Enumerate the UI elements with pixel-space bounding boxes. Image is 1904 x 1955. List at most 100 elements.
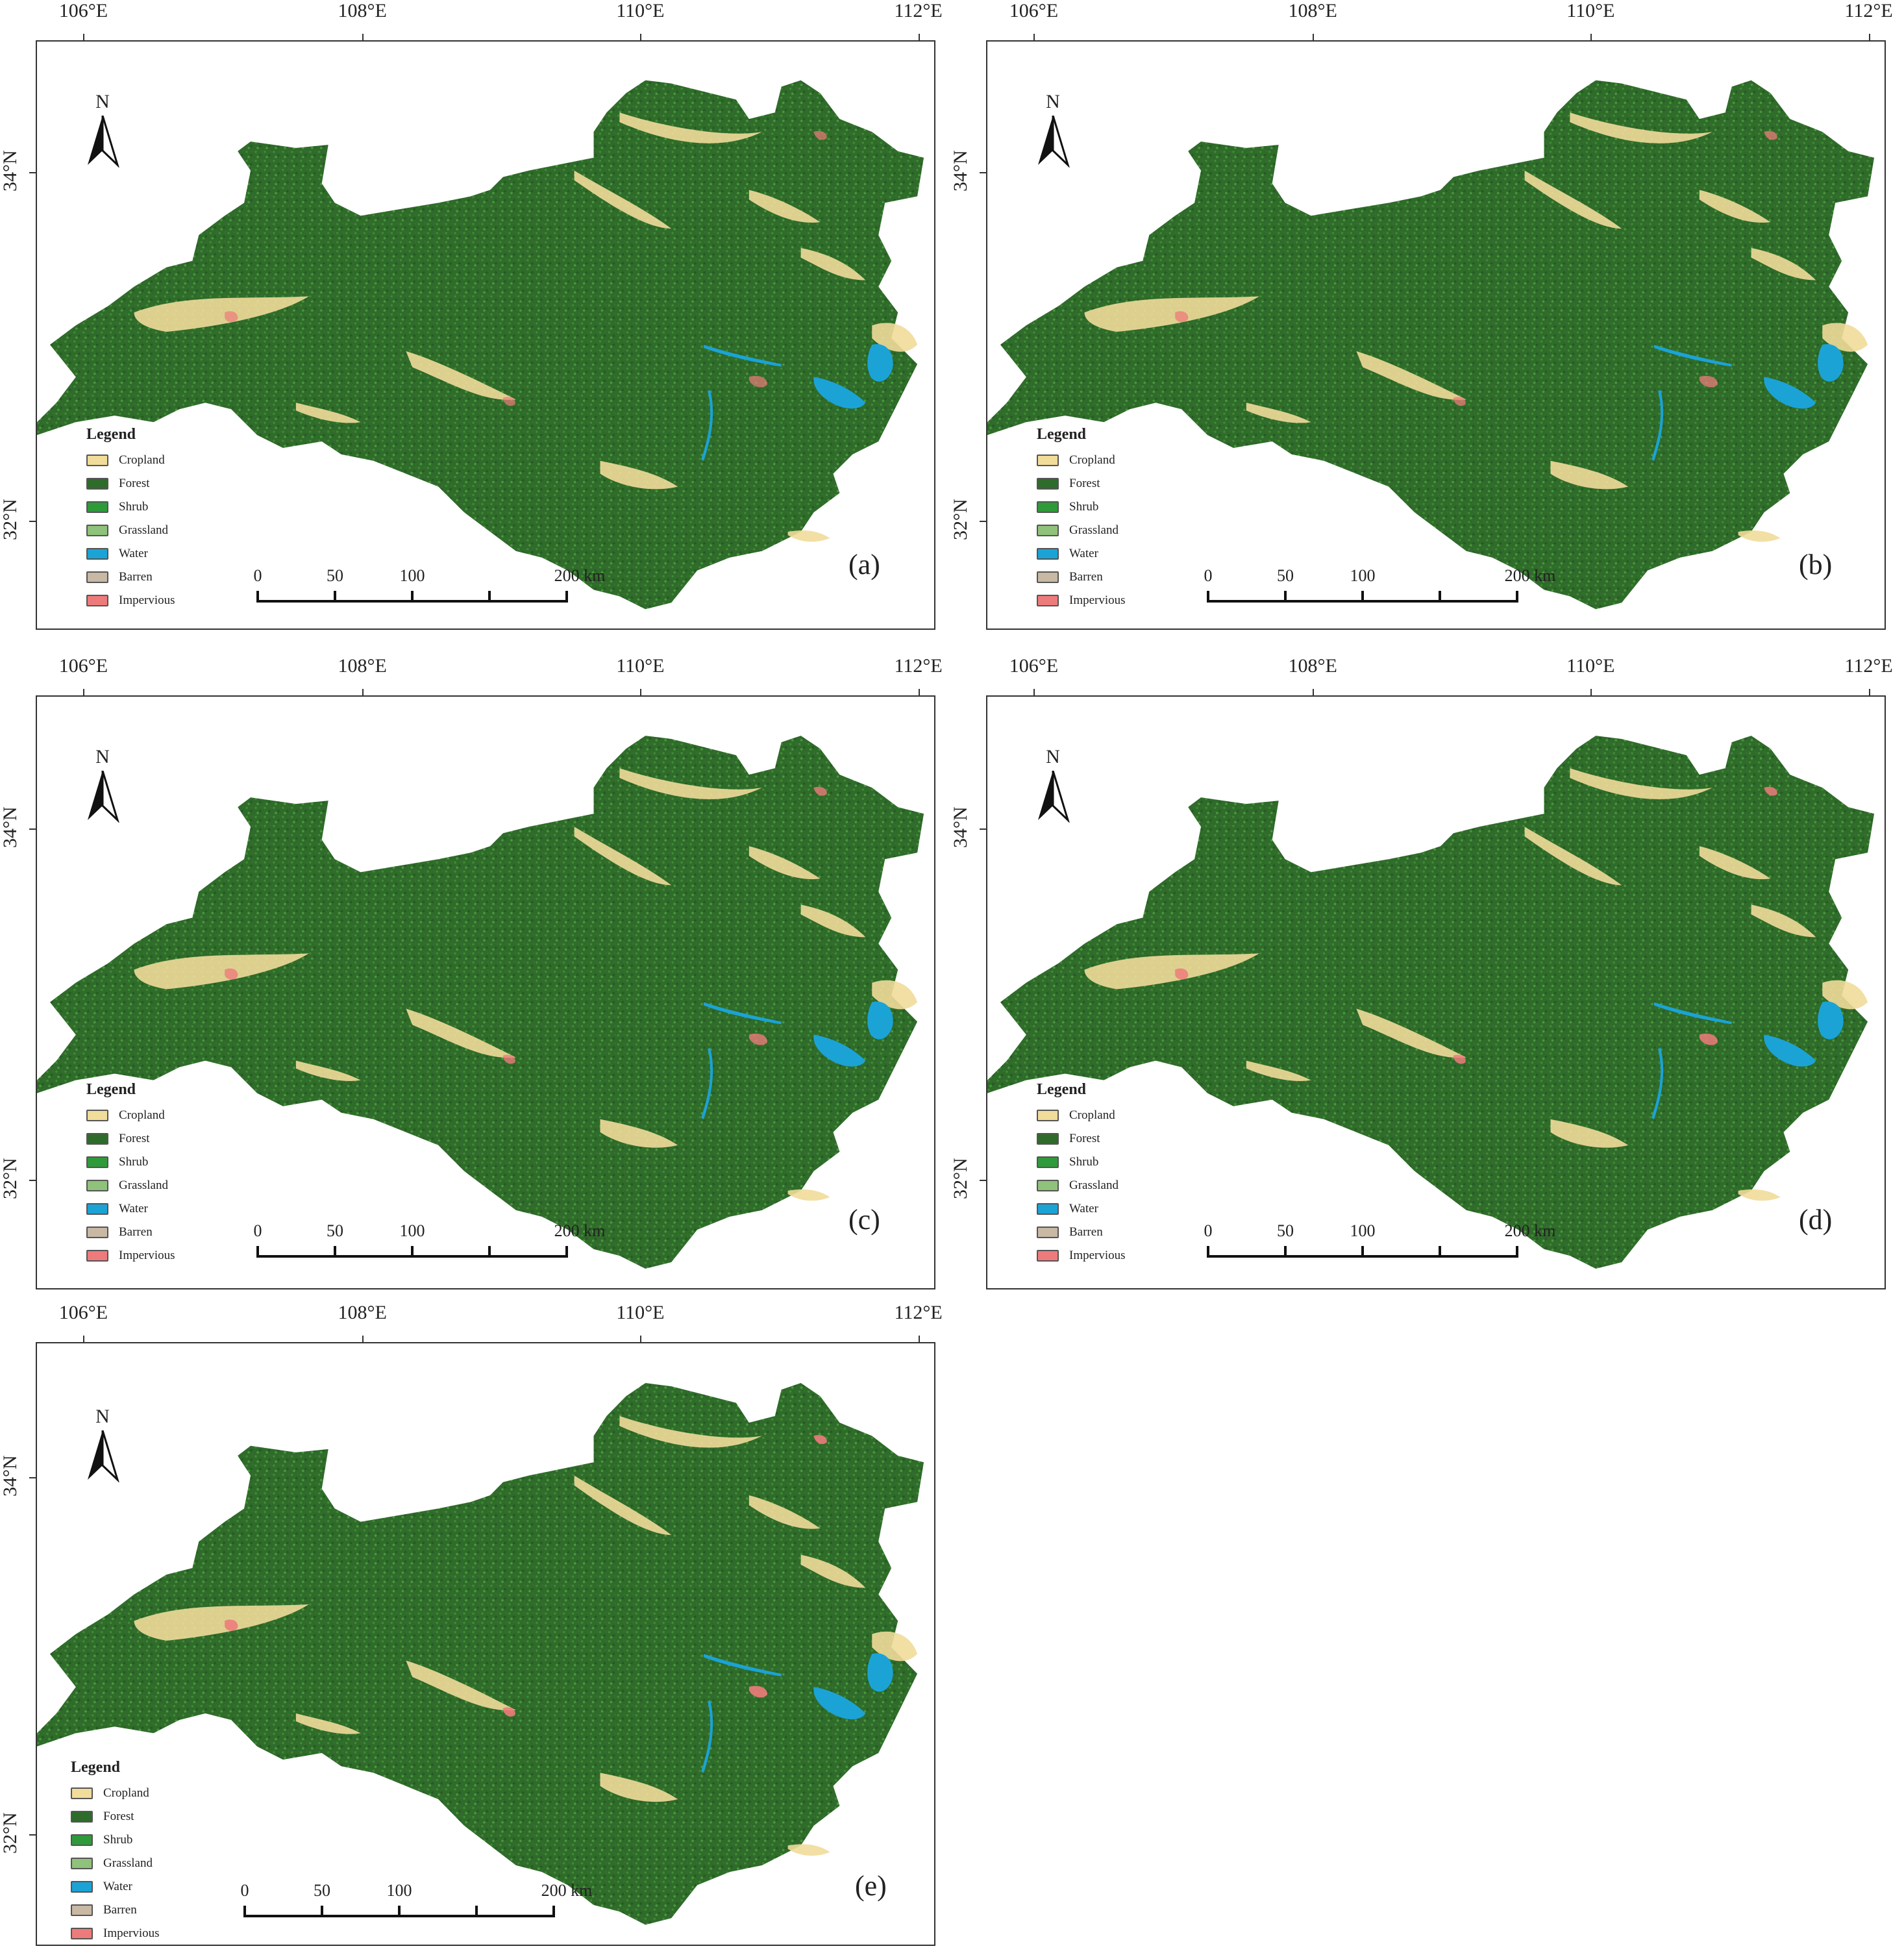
latitude-tick-mark: [29, 521, 36, 523]
map-frame: N Legend Cropland Forest Shrub Grassland Water…: [986, 40, 1886, 630]
scale-bar-label: 50: [1277, 566, 1294, 585]
water-body: [1764, 1034, 1816, 1067]
legend-label: Shrub: [119, 1155, 149, 1169]
water-body: [701, 390, 713, 461]
longitude-tick-mark: [1868, 689, 1870, 695]
longitude-tick-label: 106°E: [58, 1302, 108, 1323]
legend-label: Impervious: [119, 593, 175, 607]
longitude-tick-label: 110°E: [1566, 655, 1615, 677]
legend-swatch: [1037, 548, 1059, 560]
cropland-patch: [872, 1631, 918, 1662]
cropland-patch: [1570, 768, 1712, 799]
legend-item: Forest: [86, 472, 175, 495]
legend-item: Cropland: [1037, 1104, 1126, 1127]
panel-label: (d): [1799, 1204, 1833, 1236]
legend-label: Water: [119, 1202, 148, 1215]
water-body: [813, 1687, 866, 1720]
scale-bar-label: 100: [399, 1221, 425, 1240]
cropland-patch: [1084, 953, 1259, 990]
north-label: N: [95, 1406, 110, 1427]
impervious-patch: [748, 1033, 767, 1045]
map-panel-c: 106°E 108°E 110°E 112°E 34°N 32°N N Legend Cropl…: [0, 655, 943, 1289]
legend-swatch: [1037, 1110, 1059, 1121]
impervious-patch: [502, 397, 515, 406]
study-region: [987, 80, 1875, 610]
scale-bar-tick: [1207, 591, 1209, 603]
latitude-tick-mark: [29, 1179, 36, 1181]
panel-label: (b): [1799, 549, 1833, 580]
cropland-patch: [800, 247, 866, 280]
cropland-patch: [295, 403, 361, 423]
legend-label: Grassland: [103, 1856, 153, 1870]
legend-item: Barren: [86, 1221, 175, 1244]
legend-label: Impervious: [103, 1926, 160, 1940]
legend-item: Shrub: [86, 1151, 175, 1174]
legend-item: Barren: [71, 1899, 160, 1922]
cropland-patch: [295, 1713, 361, 1734]
legend-label: Impervious: [119, 1249, 175, 1262]
legend-title: Legend: [86, 1081, 136, 1098]
scale-bar-line: [245, 1915, 554, 1917]
cropland-patch: [800, 1554, 866, 1588]
water-body: [1818, 1001, 1844, 1040]
cropland-patch: [787, 1189, 830, 1201]
impervious-patch: [502, 1707, 515, 1717]
legend-item: Shrub: [86, 495, 175, 519]
legend-item: Shrub: [1037, 1151, 1126, 1174]
scale-bar-tick: [398, 1906, 401, 1917]
latitude-tick-mark: [980, 172, 986, 174]
scale-bar-line: [258, 1255, 567, 1258]
longitude-tick-mark: [362, 1336, 364, 1342]
cropland-patch: [1822, 323, 1868, 352]
legend-swatch: [71, 1928, 93, 1939]
legend-swatch: [86, 525, 108, 536]
legend-swatch: [86, 1180, 108, 1191]
cropland-patch: [619, 112, 762, 143]
cropland-patch: [1699, 846, 1771, 880]
legend-swatch: [86, 1203, 108, 1215]
longitude-tick-mark: [1033, 34, 1035, 40]
scale-bar: 0 50 100 200 km: [1204, 566, 1555, 605]
legend-label: Forest: [1069, 1132, 1100, 1145]
legend-item: Cropland: [86, 449, 175, 472]
longitude-tick-mark: [1313, 34, 1315, 40]
scale-bar-tick: [1439, 591, 1441, 603]
cropland-patch: [1356, 1008, 1466, 1058]
impervious-patch: [1453, 397, 1466, 406]
longitude-tick-label: 110°E: [616, 0, 665, 21]
legend-item: Grassland: [86, 519, 175, 542]
legend-label: Grassland: [119, 523, 168, 537]
legend-swatch: [1037, 571, 1059, 583]
longitude-tick-mark: [640, 34, 642, 40]
cropland-patch: [1550, 460, 1629, 490]
water-body: [867, 1653, 893, 1692]
longitude-tick-mark: [918, 1336, 920, 1342]
scale-bar-tick: [411, 1246, 414, 1258]
latitude-tick-label: 32°N: [950, 1158, 971, 1199]
legend-item: Grassland: [86, 1174, 175, 1197]
longitude-tick-mark: [83, 1336, 85, 1342]
legend-label: Barren: [119, 1225, 153, 1239]
legend-swatch: [86, 1133, 108, 1145]
legend-item: Impervious: [1037, 589, 1126, 612]
latitude-tick-mark: [29, 828, 36, 830]
legend-item: Forest: [1037, 472, 1126, 495]
longitude-tick-label: 110°E: [616, 655, 665, 677]
scale-bar-tick: [1516, 1246, 1518, 1258]
scale-bar-label: 100: [399, 566, 425, 585]
longitude-tick-mark: [1313, 689, 1315, 695]
legend-label: Forest: [119, 1132, 150, 1145]
map-frame: N Legend Cropland Forest Shrub Grassland Water…: [36, 1342, 935, 1946]
map-panel-b: 106°E 108°E 110°E 112°E 34°N 32°N N Legend Cropl…: [950, 0, 1893, 630]
latitude-tick-label: 32°N: [0, 1158, 21, 1199]
longitude-tick-mark: [1590, 689, 1592, 695]
legend: Legend Cropland Forest Shrub Grassland Water B…: [1037, 426, 1126, 612]
scale-bar-label: 200 km: [1504, 566, 1556, 585]
legend-item: Water: [1037, 542, 1126, 566]
legend-label: Forest: [1069, 477, 1100, 490]
scale-bar: 0 50 100 200 km: [1204, 1221, 1555, 1260]
scale-bar-label: 100: [1350, 1221, 1376, 1240]
legend-swatch: [1037, 595, 1059, 606]
impervious-patch: [748, 375, 767, 388]
legend-item: Barren: [1037, 1221, 1126, 1244]
